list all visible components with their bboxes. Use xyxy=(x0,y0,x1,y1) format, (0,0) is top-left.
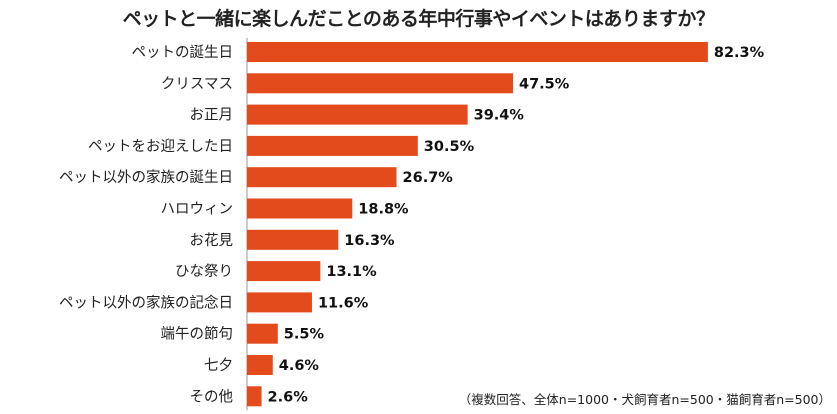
value-label: 2.6% xyxy=(268,389,309,405)
value-label: 26.7% xyxy=(403,170,454,186)
sample-note: （複数回答、全体n=1000・犬飼育者n=500・猫飼育者n=500） xyxy=(459,392,831,407)
bar xyxy=(247,42,708,62)
value-label: 39.4% xyxy=(474,108,525,124)
category-label: ペットの誕生日 xyxy=(132,44,234,61)
bar xyxy=(247,323,278,344)
category-label: ハロウィン xyxy=(161,201,234,218)
chart-title: ペットと一緒に楽しんだことのある年中行事やイベントはありますか？ xyxy=(122,8,715,30)
bar xyxy=(247,292,312,313)
value-label: 82.3% xyxy=(714,45,765,61)
bar xyxy=(247,73,513,94)
value-label: 5.5% xyxy=(284,327,325,343)
category-label: お正月 xyxy=(190,107,234,124)
category-label: ひな祭り xyxy=(175,263,233,280)
value-label: 11.6% xyxy=(318,295,369,311)
category-label: 七夕 xyxy=(204,357,233,374)
bar xyxy=(247,198,353,219)
bar xyxy=(247,386,262,407)
value-label: 13.1% xyxy=(326,264,377,280)
category-label: お花見 xyxy=(190,232,234,249)
value-label: 47.5% xyxy=(519,76,570,92)
value-label: 16.3% xyxy=(344,233,395,249)
bar xyxy=(247,167,397,188)
value-label: 18.8% xyxy=(358,202,409,218)
category-label: その他 xyxy=(190,388,234,405)
value-label: 4.6% xyxy=(279,358,320,374)
category-label: ペット以外の家族の誕生日 xyxy=(59,169,233,186)
bar xyxy=(247,135,418,156)
category-label: クリスマス xyxy=(161,75,233,92)
bar xyxy=(247,104,468,125)
bar xyxy=(247,355,273,375)
category-label: ペット以外の家族の記念日 xyxy=(59,293,233,311)
bar xyxy=(247,229,339,250)
category-label: ペットをお迎えした日 xyxy=(88,138,233,155)
category-label: 端午の節句 xyxy=(161,325,234,343)
value-label: 30.5% xyxy=(424,139,475,155)
bar xyxy=(247,261,321,282)
